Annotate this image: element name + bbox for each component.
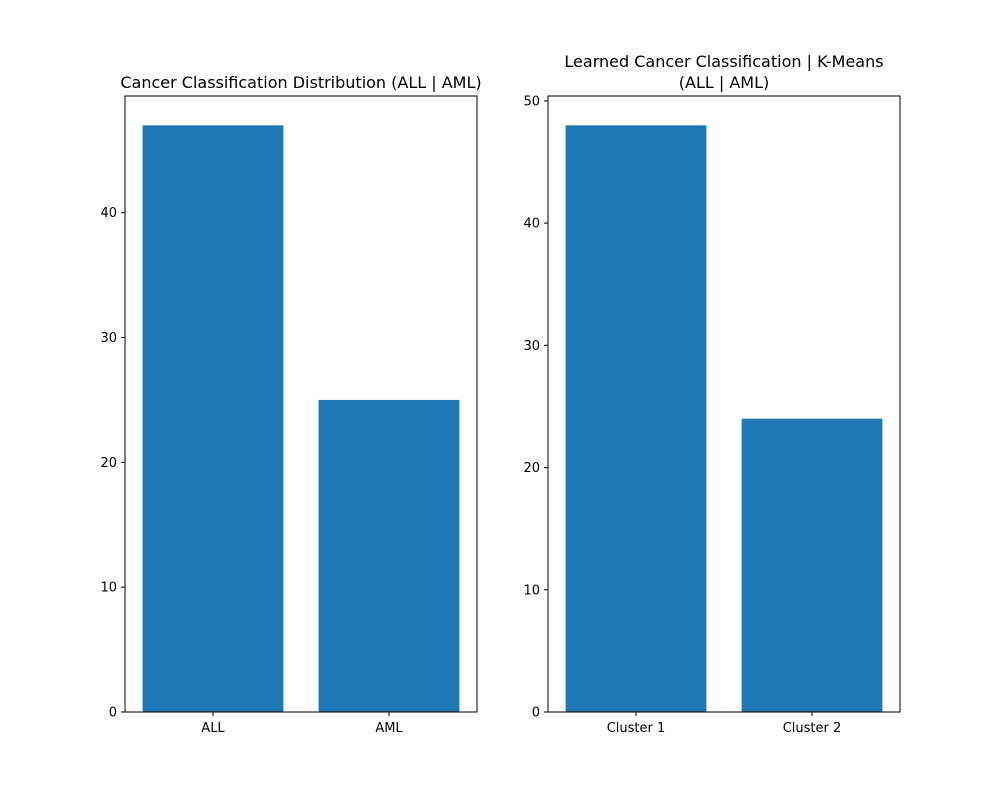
y-tick-label: 40 [100, 206, 117, 221]
y-tick-label: 0 [109, 706, 117, 721]
y-tick-label: 20 [100, 456, 117, 471]
bar-cluster-2 [741, 418, 883, 712]
y-tick-label: 50 [523, 94, 540, 109]
y-tick-label: 10 [100, 581, 117, 596]
chart-panel-1: ALL AML 0 10 20 30 40 Cancer Classification Dis… [100, 73, 481, 736]
y-tick-label: 30 [100, 331, 117, 346]
x-tick-label: Cluster 1 [607, 721, 666, 736]
x-tick-label: Cluster 2 [783, 721, 842, 736]
x-tick-label: ALL [201, 721, 225, 736]
y-tick-label: 30 [523, 339, 540, 354]
y-tick-label: 20 [523, 461, 540, 476]
y-tick-label: 0 [532, 706, 540, 721]
bar-cluster-1 [565, 125, 707, 713]
axes-frame [124, 95, 478, 713]
bar-all [142, 125, 284, 713]
y-tick-label: 10 [523, 583, 540, 598]
chart-title: (ALL | AML) [679, 73, 769, 92]
axes-frame [547, 95, 901, 713]
x-tick-label: AML [375, 721, 403, 736]
bar-aml [318, 399, 460, 712]
chart-title: Cancer Classification Distribution (ALL … [120, 73, 481, 92]
chart-panel-2: Cluster 1 Cluster 2 0 10 20 30 40 50 Learned Can… [523, 52, 901, 736]
chart-title: Learned Cancer Classification | K-Means [564, 52, 883, 71]
y-tick-label: 40 [523, 217, 540, 232]
